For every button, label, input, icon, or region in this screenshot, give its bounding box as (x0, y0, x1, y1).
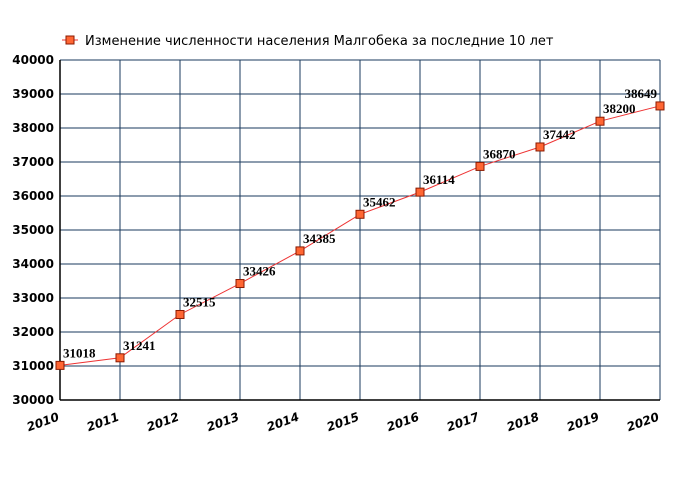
data-label: 32515 (183, 294, 216, 309)
x-tick-label: 2013 (205, 410, 241, 435)
data-point (475, 161, 485, 171)
data-point (235, 279, 245, 289)
data-label: 37442 (543, 127, 576, 142)
y-tick-label: 32000 (12, 325, 54, 339)
data-label: 36114 (423, 172, 455, 187)
x-tick-label: 2015 (325, 410, 361, 435)
y-tick-label: 33000 (12, 291, 54, 305)
y-tick-label: 36000 (12, 189, 54, 203)
data-label: 33426 (243, 264, 276, 279)
data-point (295, 246, 305, 256)
grid-lines (59, 59, 661, 401)
x-tick-label: 2017 (445, 409, 482, 434)
y-tick-label: 35000 (12, 223, 54, 237)
y-axis-tick-labels: 30000 31000 32000 33000 34000 35000 36000 37000… (12, 53, 54, 407)
data-point (115, 353, 125, 363)
x-tick-label: 2019 (565, 410, 601, 435)
data-point (535, 142, 545, 152)
series-markers (55, 101, 665, 370)
y-tick-label: 31000 (12, 359, 54, 373)
data-point (595, 116, 605, 126)
x-tick-label: 2018 (505, 410, 541, 435)
x-tick-label: 2020 (625, 410, 661, 435)
legend-marker-swatch (65, 35, 75, 45)
x-axis-tick-labels: 2010 2011 2012 2013 2014 2015 2016 2017 2018 2019… (25, 409, 661, 434)
data-point (355, 209, 365, 219)
y-tick-label: 30000 (12, 393, 54, 407)
data-label: 31241 (123, 338, 156, 353)
x-tick-label: 2010 (25, 410, 61, 435)
data-label: 31018 (63, 345, 96, 360)
y-tick-label: 38000 (12, 121, 54, 135)
data-point (175, 309, 185, 319)
data-label: 38200 (603, 101, 636, 116)
data-point (655, 101, 665, 111)
data-label: 35462 (363, 194, 396, 209)
data-point (55, 360, 65, 370)
chart-legend: Изменение численности населения Малгобек… (62, 34, 554, 49)
data-labels: 31018 31241 32515 33426 34385 35462 36114 36870… (63, 86, 658, 360)
y-tick-label: 39000 (12, 87, 54, 101)
y-tick-label: 37000 (12, 155, 54, 169)
x-tick-label: 2016 (385, 410, 421, 435)
data-point (415, 187, 425, 197)
legend-series-name: Изменение численности населения Малгобек… (85, 34, 554, 49)
data-label: 34385 (303, 231, 336, 246)
y-tick-label: 34000 (12, 257, 54, 271)
x-tick-label: 2014 (265, 410, 301, 435)
data-label: 38649 (625, 86, 658, 101)
x-tick-label: 2011 (85, 410, 121, 435)
x-tick-label: 2012 (145, 410, 181, 435)
data-label: 36870 (483, 146, 516, 161)
y-tick-label: 40000 (12, 53, 54, 67)
